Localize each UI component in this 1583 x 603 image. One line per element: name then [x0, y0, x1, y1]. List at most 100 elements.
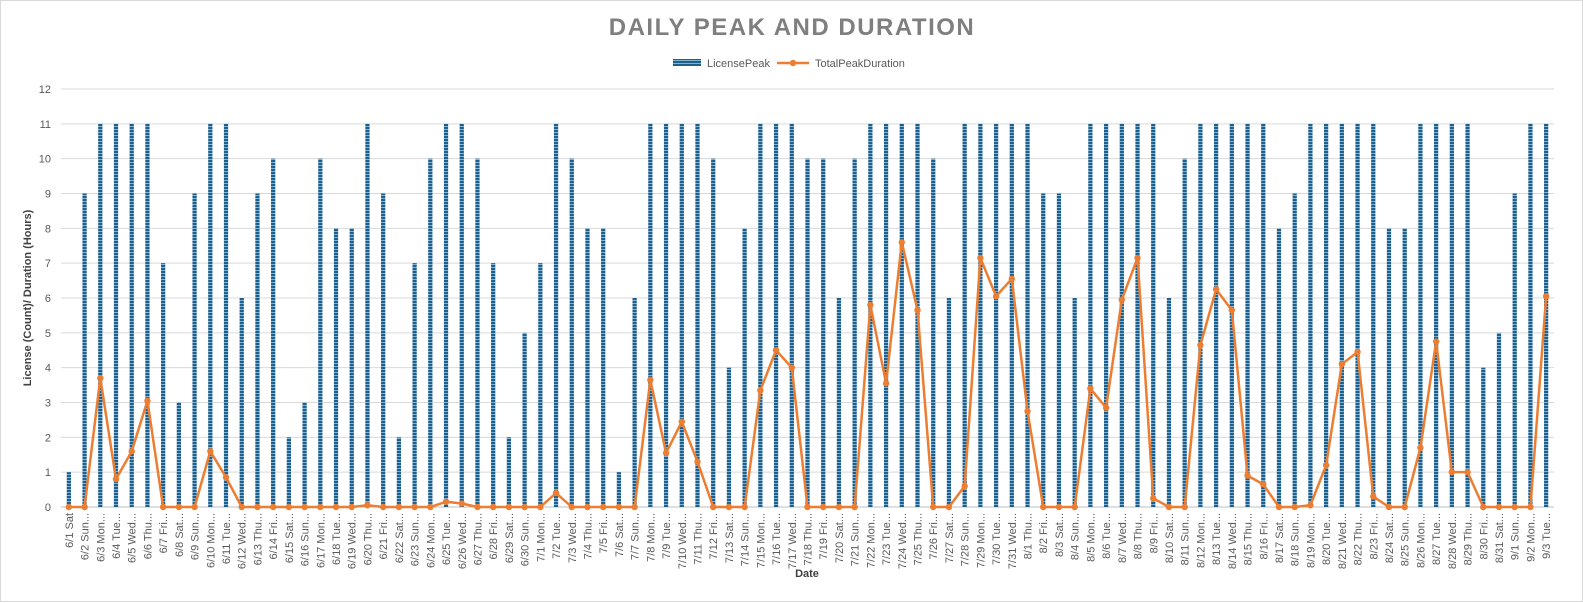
x-tick-label: 8/12 Mon...: [1195, 513, 1207, 568]
bar-licensepeak: [1528, 123, 1533, 507]
bar-licensepeak: [145, 123, 150, 507]
x-axis-label: Date: [795, 568, 819, 580]
bar-licensepeak: [1041, 193, 1046, 507]
x-tick-label: 6/20 Thu...: [362, 513, 374, 565]
point-totalpeakduration: [1087, 385, 1094, 392]
y-tick-label: 10: [39, 154, 51, 166]
y-tick-label: 7: [45, 258, 51, 270]
x-tick-label: 8/28 Wed...: [1447, 513, 1459, 569]
x-tick-label: 8/3 Sat...: [1054, 513, 1066, 557]
point-totalpeakduration: [599, 503, 607, 511]
point-totalpeakduration: [741, 503, 748, 511]
x-tick-label: 8/22 Thu...: [1353, 513, 1365, 565]
point-totalpeakduration: [144, 397, 151, 404]
bar-licensepeak: [1151, 123, 1156, 507]
bar-licensepeak: [286, 437, 292, 507]
x-tick-label: 6/8 Sat...: [174, 513, 186, 557]
point-totalpeakduration: [1432, 338, 1440, 345]
x-tick-label: 6/19 Wed...: [347, 513, 359, 569]
x-tick-label: 8/7 Wed...: [1117, 513, 1129, 563]
y-tick-label: 9: [45, 189, 51, 201]
x-tick-label: 9/2 Mon...: [1525, 513, 1537, 562]
y-tick-label: 3: [45, 398, 51, 410]
bar-licensepeak: [1292, 193, 1297, 507]
point-totalpeakduration: [458, 500, 465, 507]
x-tick-label: 7/18 Thu...: [803, 513, 815, 565]
x-tick-label: 8/23 Fri...: [1368, 513, 1380, 559]
x-tick-label: 7/20 Sat...: [834, 513, 846, 563]
x-tick-label: 6/17 Mon...: [315, 513, 327, 568]
bar-licensepeak: [129, 123, 134, 507]
point-totalpeakduration: [222, 474, 230, 481]
point-totalpeakduration: [379, 503, 387, 511]
y-tick-label: 2: [45, 432, 51, 444]
bar-licensepeak: [1418, 123, 1423, 507]
x-tick-label: 6/25 Tue...: [441, 513, 453, 565]
bar-licensepeak: [1544, 123, 1549, 507]
point-totalpeakduration: [1008, 275, 1016, 283]
x-tick-label: 8/18 Sun...: [1290, 513, 1302, 566]
point-totalpeakduration: [1291, 503, 1298, 511]
bar-licensepeak: [192, 193, 197, 507]
bar-licensepeak: [302, 402, 307, 507]
point-totalpeakduration: [867, 301, 874, 309]
x-tick-label: 6/6 Thu...: [142, 513, 154, 559]
x-tick-label: 7/23 Tue...: [881, 513, 893, 565]
point-totalpeakduration: [710, 503, 717, 511]
bar-licensepeak: [1135, 123, 1140, 507]
bar-licensepeak: [836, 298, 842, 507]
x-tick-label: 7/26 Fri...: [928, 513, 940, 559]
bar-licensepeak: [239, 298, 244, 507]
point-totalpeakduration: [961, 482, 968, 490]
x-tick-label: 8/26 Mon...: [1415, 513, 1427, 568]
point-totalpeakduration: [1181, 503, 1188, 511]
point-totalpeakduration: [1495, 503, 1503, 511]
bar-licensepeak: [365, 123, 370, 507]
x-tick-label: 7/19 Fri...: [818, 513, 830, 559]
point-totalpeakduration: [772, 347, 780, 354]
y-tick-label: 12: [39, 84, 51, 96]
x-tick-label: 8/11 Sun...: [1180, 513, 1192, 565]
point-totalpeakduration: [662, 449, 670, 457]
y-tick-label: 11: [40, 119, 51, 131]
bar-licensepeak: [1449, 123, 1454, 507]
point-totalpeakduration: [254, 503, 261, 511]
point-totalpeakduration: [1464, 468, 1471, 476]
x-tick-label: 7/21 Sun...: [850, 513, 862, 566]
point-totalpeakduration: [945, 503, 953, 511]
bar-licensepeak: [821, 158, 826, 507]
x-tick-label: 8/21 Wed...: [1337, 513, 1349, 569]
x-tick-label: 9/1 Sun...: [1510, 513, 1522, 560]
bar-licensepeak: [538, 263, 543, 507]
x-tick-label: 8/9 Fri...: [1148, 513, 1160, 553]
bar-licensepeak: [805, 158, 810, 507]
bar-licensepeak: [255, 193, 260, 507]
point-totalpeakduration: [65, 503, 73, 511]
bar-licensepeak: [1103, 123, 1109, 507]
x-tick-label: 8/4 Sun...: [1070, 513, 1082, 560]
point-totalpeakduration: [1338, 360, 1346, 368]
bar-licensepeak: [82, 193, 87, 507]
point-totalpeakduration: [1024, 408, 1031, 415]
point-totalpeakduration: [285, 503, 293, 511]
bar-licensepeak: [1434, 123, 1439, 507]
point-totalpeakduration: [1055, 503, 1063, 511]
point-totalpeakduration: [992, 293, 1000, 300]
bar-licensepeak: [506, 437, 512, 507]
bar-licensepeak: [1276, 228, 1282, 508]
bar-licensepeak: [443, 123, 449, 507]
bar-licensepeak: [318, 158, 323, 507]
point-totalpeakduration: [1197, 341, 1204, 349]
x-tick-label: 7/7 Sun...: [630, 513, 642, 560]
point-totalpeakduration: [1480, 503, 1487, 511]
bar-licensepeak: [962, 123, 967, 507]
point-totalpeakduration: [1040, 503, 1047, 511]
point-totalpeakduration: [898, 239, 905, 246]
point-totalpeakduration: [1102, 404, 1110, 411]
bar-licensepeak: [1339, 123, 1344, 507]
point-totalpeakduration: [977, 254, 984, 262]
bar-licensepeak: [113, 123, 119, 507]
bar-licensepeak: [1308, 123, 1313, 507]
bar-licensepeak: [1119, 123, 1124, 507]
x-tick-label: 8/13 Tue...: [1211, 513, 1223, 565]
